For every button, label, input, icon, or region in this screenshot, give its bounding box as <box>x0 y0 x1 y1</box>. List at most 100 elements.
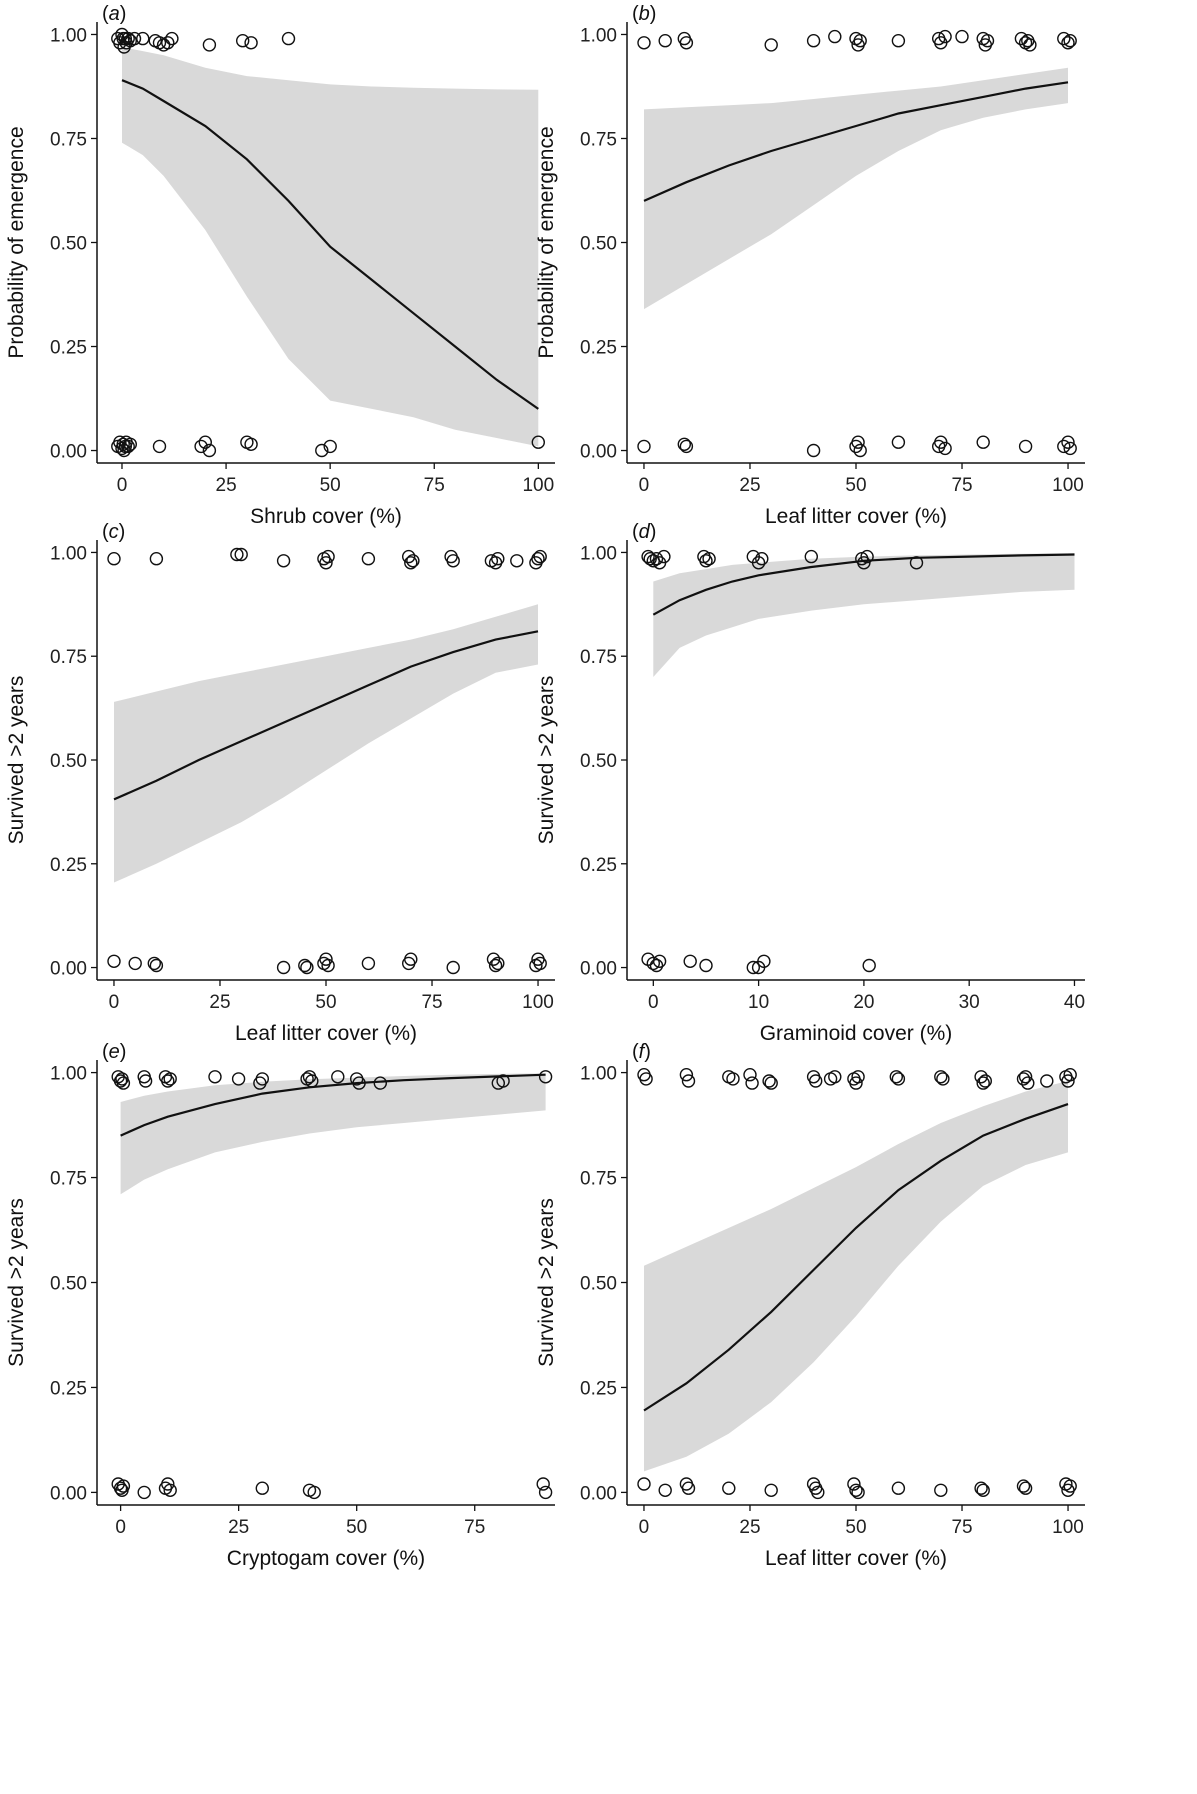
data-point <box>149 958 164 973</box>
data-point <box>1016 1072 1031 1086</box>
data-point <box>743 1067 757 1082</box>
panel-e: 0.00 0.25 0.50 0.75 1.00 0 25 50 75 Cryptogam cov… <box>5 1041 555 1570</box>
data-point <box>321 958 335 973</box>
data-point <box>860 549 874 564</box>
y-tick-label: 0.25 <box>50 338 87 359</box>
data-point <box>136 31 150 46</box>
data-point <box>809 1074 823 1088</box>
x-tick-label: 30 <box>959 992 980 1013</box>
y-tick-label: 1.00 <box>580 1064 617 1085</box>
data-point <box>198 435 213 449</box>
data-point <box>764 1483 778 1498</box>
x-tick-label: 75 <box>951 1517 972 1538</box>
data-point <box>531 435 545 449</box>
data-point <box>652 954 667 968</box>
data-point <box>699 958 713 973</box>
x-tick-label: 50 <box>845 1517 866 1538</box>
y-tick-label: 0.50 <box>580 751 617 772</box>
data-point <box>955 29 969 44</box>
y-tick-label: 0.75 <box>580 1169 617 1190</box>
data-point <box>404 952 418 966</box>
panel-d: 0.00 0.25 0.50 0.75 1.00 0 10 20 30 40 Graminoid c… <box>535 521 1085 1045</box>
x-tick-label: 75 <box>421 992 442 1013</box>
y-tick-label: 0.75 <box>50 647 87 668</box>
data-point <box>406 554 420 568</box>
data-point <box>847 1477 861 1491</box>
y-tick-label: 1.00 <box>50 543 87 564</box>
data-point <box>862 958 876 973</box>
data-point <box>127 31 142 46</box>
data-point <box>165 31 179 46</box>
data-point <box>137 1485 151 1500</box>
data-point <box>757 954 771 968</box>
data-point <box>253 1076 267 1090</box>
panel-label: (f) <box>632 1041 651 1063</box>
data-point <box>681 1074 696 1088</box>
data-point <box>281 31 296 46</box>
data-point <box>531 552 545 566</box>
x-axis-title: Shrub cover (%) <box>250 505 402 528</box>
data-point <box>679 439 694 454</box>
x-tick-label: 75 <box>464 1517 485 1538</box>
data-point <box>300 960 314 975</box>
data-point <box>208 1070 222 1084</box>
data-point <box>244 36 258 50</box>
panel-label: (d) <box>632 521 656 543</box>
data-point <box>510 554 524 568</box>
x-tick-label: 0 <box>639 1517 650 1538</box>
data-point <box>538 1070 553 1084</box>
y-tick-label: 1.00 <box>50 1064 87 1085</box>
x-tick-label: 20 <box>853 992 874 1013</box>
data-point <box>853 443 867 458</box>
data-point <box>113 1074 128 1088</box>
data-point <box>1021 1076 1035 1090</box>
data-point <box>746 960 760 975</box>
data-point <box>202 38 217 52</box>
data-point <box>976 435 990 449</box>
fitted-line <box>643 81 1069 202</box>
data-point <box>677 437 691 451</box>
data-point <box>806 34 821 48</box>
y-axis-title: Survived >2 years <box>5 676 28 845</box>
data-point <box>538 1485 553 1500</box>
data-point <box>138 1074 153 1088</box>
data-point <box>891 435 906 449</box>
y-tick-label: 0.25 <box>50 1378 87 1399</box>
data-point <box>319 556 333 570</box>
panel-label: (e) <box>102 1041 126 1063</box>
data-point <box>978 1074 992 1088</box>
y-tick-label: 0.75 <box>50 129 87 150</box>
y-tick-label: 1.00 <box>580 543 617 564</box>
data-point <box>1061 435 1075 449</box>
data-point <box>722 1481 736 1495</box>
panel-label: (b) <box>632 3 656 25</box>
data-point <box>194 439 208 454</box>
data-point <box>976 1483 990 1498</box>
data-point <box>811 1485 825 1500</box>
x-axis-title: Cryptogam cover (%) <box>227 1547 425 1570</box>
data-point <box>533 549 547 564</box>
data-point <box>938 441 952 456</box>
data-point <box>762 1074 776 1088</box>
data-point <box>976 1076 990 1090</box>
y-tick-label: 0.75 <box>580 647 617 668</box>
data-point <box>276 960 291 975</box>
data-point <box>486 952 501 966</box>
data-point <box>1014 31 1029 46</box>
data-point <box>891 1072 906 1086</box>
data-point <box>683 954 697 968</box>
y-tick-label: 0.25 <box>580 855 617 876</box>
confidence-band <box>644 67 1068 310</box>
data-point <box>300 1072 314 1086</box>
x-tick-label: 75 <box>424 475 445 496</box>
data-point <box>764 38 778 52</box>
data-point <box>116 1479 131 1493</box>
data-point <box>121 31 135 46</box>
confidence-band <box>114 604 538 883</box>
data-point <box>446 554 460 568</box>
y-tick-label: 0.00 <box>50 959 87 980</box>
data-point <box>231 1072 246 1086</box>
fitted-line <box>652 553 1075 616</box>
data-point <box>891 34 906 48</box>
x-tick-label: 25 <box>739 475 760 496</box>
